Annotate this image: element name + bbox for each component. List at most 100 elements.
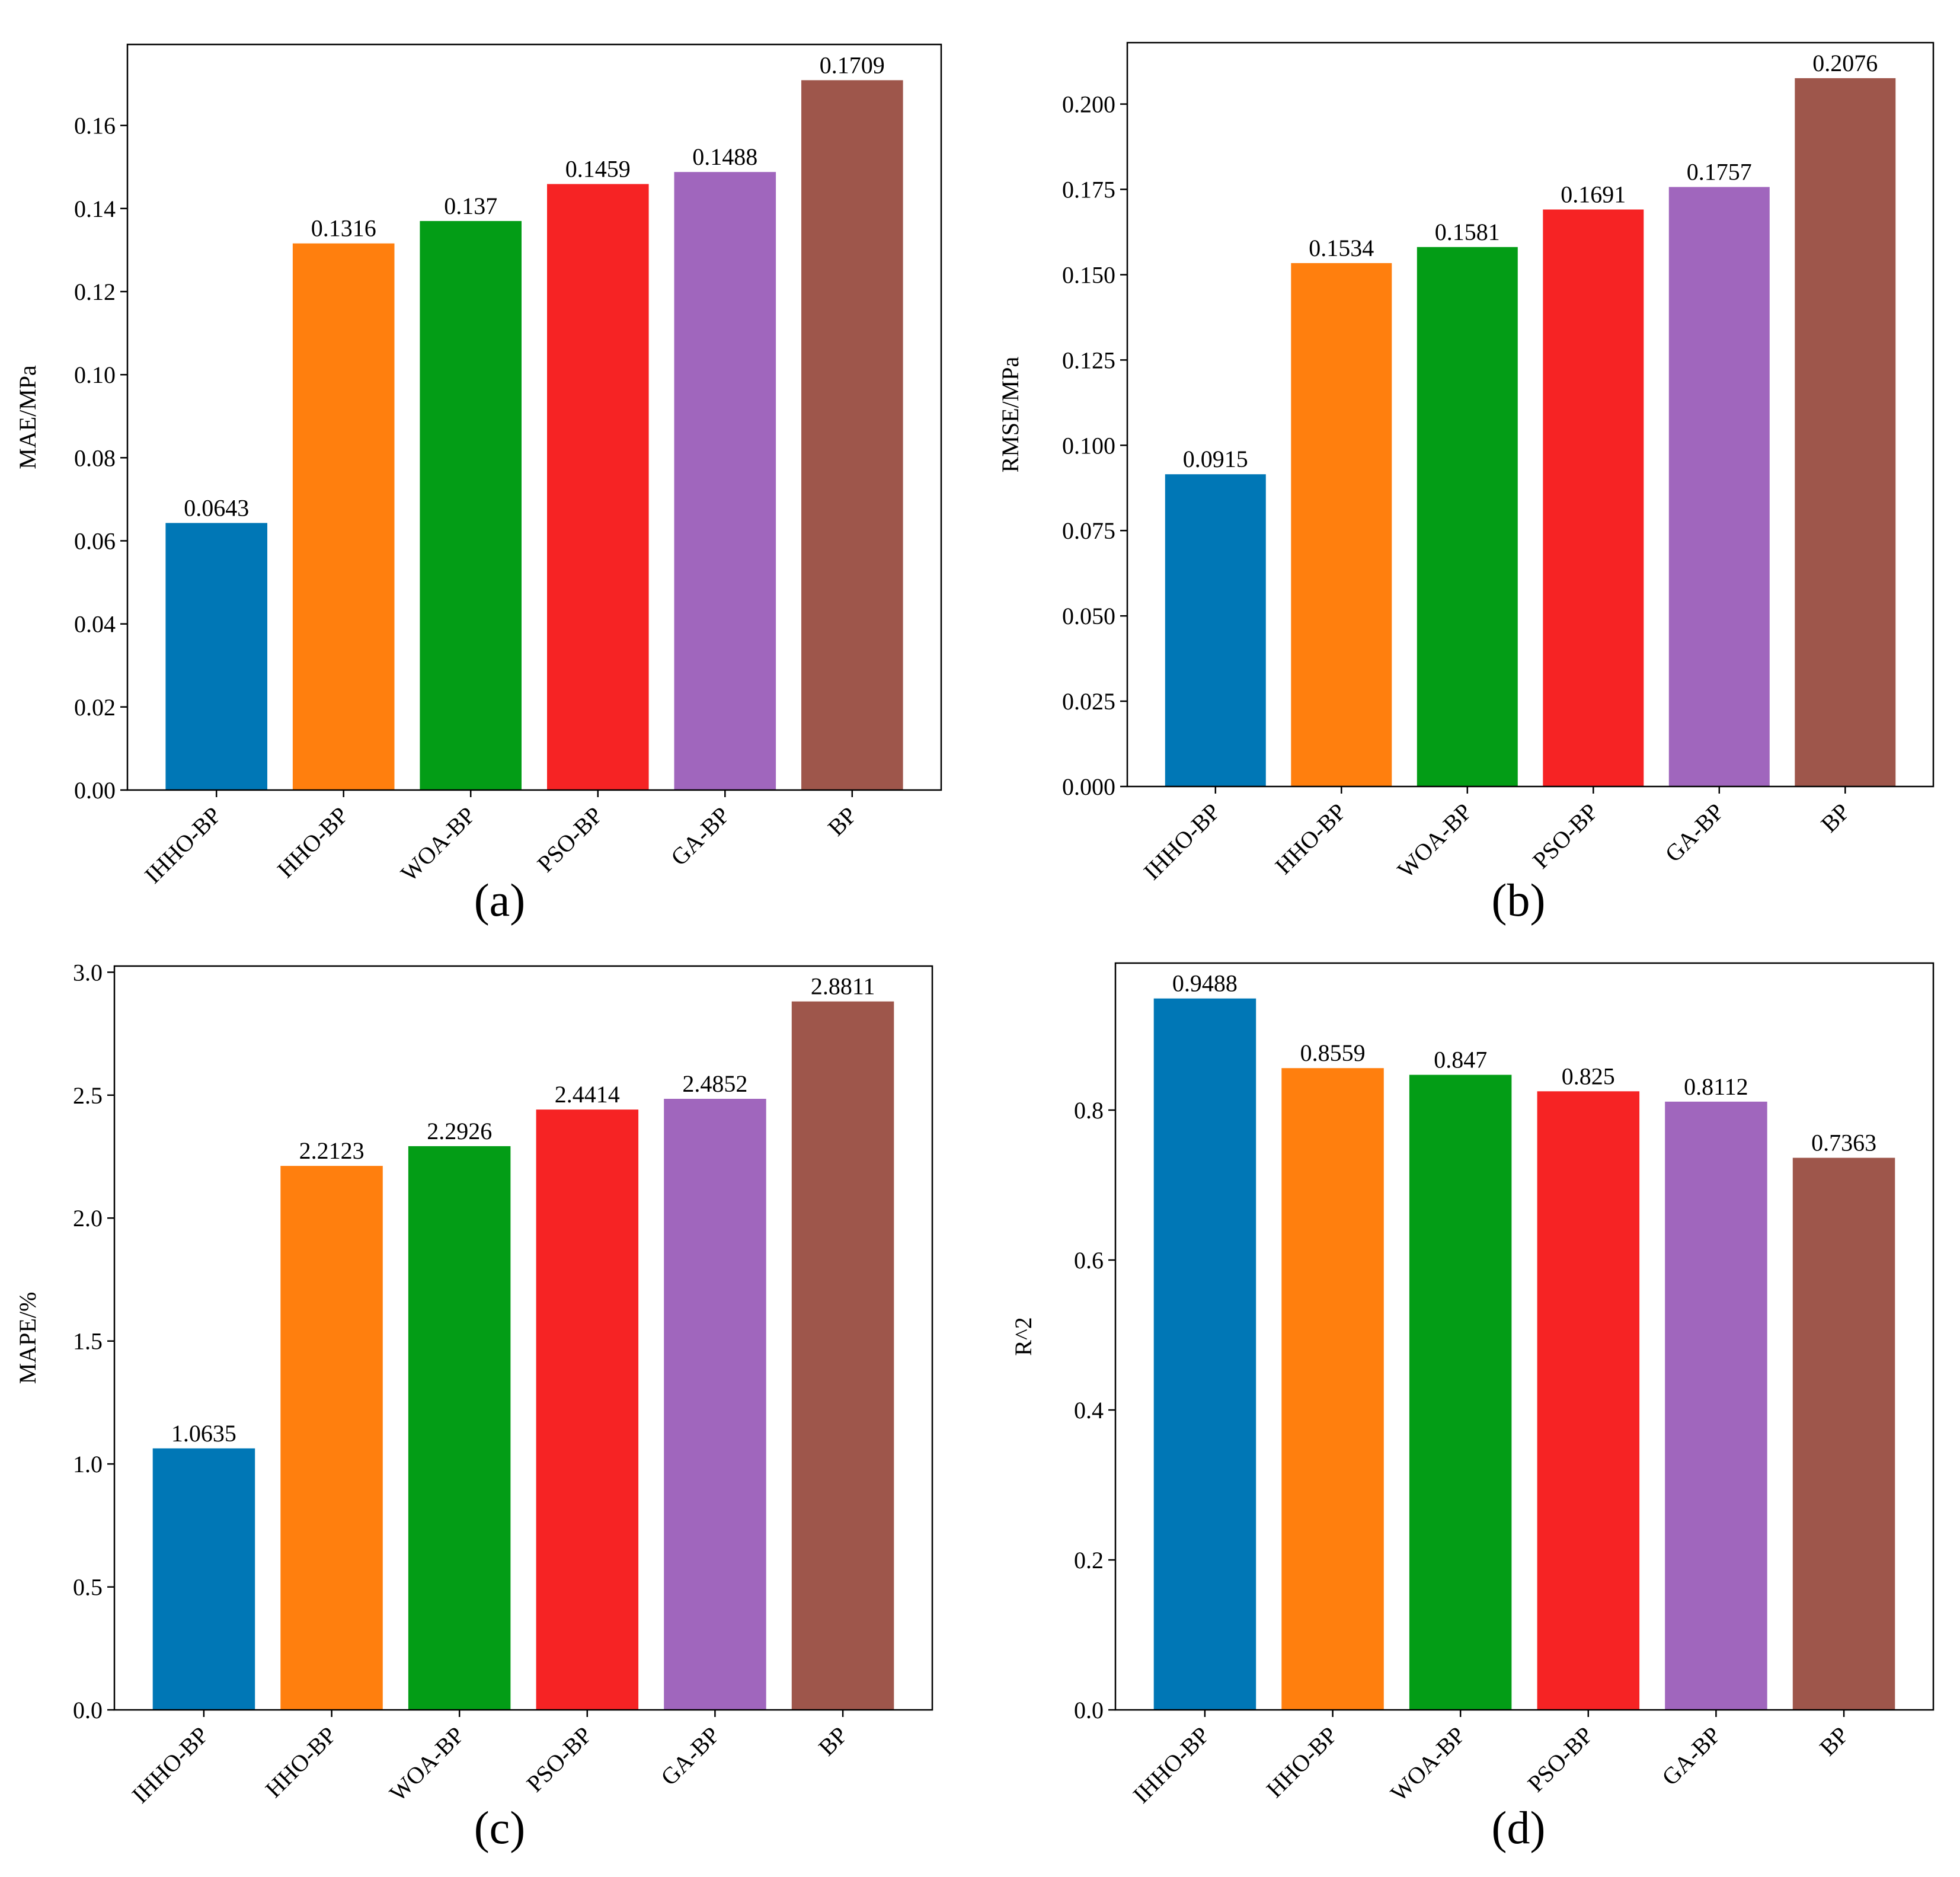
y-tick-label: 0.8 <box>1074 1097 1104 1124</box>
value-label: 1.0635 <box>171 1420 236 1447</box>
y-tick-label: 0.14 <box>74 196 116 222</box>
y-tick-label: 1.0 <box>73 1451 103 1478</box>
value-label: 0.9488 <box>1172 970 1238 997</box>
category-label: GA-BP <box>656 1722 725 1791</box>
value-label: 0.825 <box>1562 1063 1615 1089</box>
y-tick-label: 0.000 <box>1062 773 1115 800</box>
bar-bp <box>1795 78 1896 786</box>
y-axis-title: MAE/MPa <box>14 365 41 469</box>
bar-pso-bp <box>536 1109 639 1710</box>
bar-ihho-bp <box>1165 474 1266 786</box>
bar-ihho-bp <box>1153 998 1256 1710</box>
value-label: 0.1316 <box>311 215 376 242</box>
bar-ihho-bp <box>152 1448 255 1710</box>
y-tick-label: 0.00 <box>74 777 116 804</box>
y-tick-label: 0.12 <box>74 279 116 305</box>
bar-bp <box>801 80 903 790</box>
category-label: HHO-BP <box>1270 798 1351 880</box>
bar-woa-bp <box>1417 247 1518 786</box>
y-tick-label: 2.5 <box>73 1082 103 1109</box>
y-tick-label: 0.0 <box>73 1697 103 1723</box>
y-tick-label: 2.0 <box>73 1205 103 1232</box>
category-label: PSO-BP <box>521 1722 597 1798</box>
category-label: WOA-BP <box>395 802 480 887</box>
y-tick-label: 0.125 <box>1062 347 1115 373</box>
category-label: IHHO-BP <box>127 1722 214 1809</box>
plot-frame <box>113 965 933 1711</box>
category-label: GA-BP <box>666 802 735 871</box>
y-tick-label: 0.175 <box>1062 177 1115 203</box>
category-label: PSO-BP <box>1522 1722 1598 1798</box>
bar-woa-bp <box>420 220 522 790</box>
chart-panel-1: 0.0915 IHHO-BP 0.1534 HHO-BP 0.1581 WOA-BP 0.1… <box>997 41 1935 926</box>
y-tick-label: 0.04 <box>74 611 116 638</box>
plot-frame <box>126 43 942 791</box>
value-label: 0.137 <box>444 193 497 219</box>
category-label: IHHO-BP <box>1139 798 1226 885</box>
value-label: 2.4414 <box>555 1081 620 1108</box>
category-label: HHO-BP <box>272 802 353 883</box>
value-label: 0.0643 <box>184 494 249 521</box>
y-tick-label: 3.0 <box>73 959 103 986</box>
panel-label: (c) <box>474 1802 526 1853</box>
value-label: 2.2123 <box>299 1137 364 1164</box>
bar-pso-bp <box>547 184 649 790</box>
y-tick-label: 0.050 <box>1062 603 1115 629</box>
y-tick-label: 0.10 <box>74 362 116 388</box>
category-label: IHHO-BP <box>139 802 226 889</box>
value-label: 0.1459 <box>565 156 631 183</box>
panel-label: (b) <box>1492 874 1546 926</box>
value-label: 0.8559 <box>1300 1040 1366 1066</box>
bar-ga-bp <box>1665 1101 1767 1710</box>
y-tick-label: 0.5 <box>73 1574 103 1601</box>
value-label: 0.1488 <box>692 143 757 170</box>
y-axis-title: R^2 <box>1010 1317 1037 1355</box>
y-tick-label: 0.100 <box>1062 432 1115 459</box>
y-tick-label: 0.06 <box>74 528 116 555</box>
category-label: WOA-BP <box>1385 1722 1470 1806</box>
panel-label: (a) <box>474 874 526 926</box>
category-label: GA-BP <box>1657 1722 1726 1791</box>
bar-woa-bp <box>1409 1075 1512 1710</box>
bar-bp <box>791 1001 894 1710</box>
y-tick-label: 0.0 <box>1074 1697 1104 1723</box>
bar-hho-bp <box>280 1166 383 1710</box>
bar-hho-bp <box>292 243 395 790</box>
y-axis-title: MAPE/% <box>14 1292 41 1384</box>
value-label: 2.8811 <box>811 973 875 1000</box>
bar-woa-bp <box>408 1146 511 1710</box>
category-label: PSO-BP <box>1527 798 1603 874</box>
chart-panel-2: 1.0635 IHHO-BP 2.2123 HHO-BP 2.2926 WOA-BP 2.4… <box>14 959 933 1853</box>
value-label: 0.8112 <box>1684 1073 1748 1100</box>
bar-hho-bp <box>1291 263 1392 786</box>
bar-ga-bp <box>1668 187 1770 786</box>
bar-bp <box>1792 1157 1895 1710</box>
category-label: HHO-BP <box>1261 1722 1342 1803</box>
bar-ga-bp <box>674 172 776 791</box>
bar-ihho-bp <box>165 523 267 790</box>
category-label: GA-BP <box>1660 798 1729 868</box>
y-tick-label: 0.02 <box>74 694 116 721</box>
plot-frame <box>1114 962 1935 1711</box>
category-label: HHO-BP <box>260 1722 341 1803</box>
y-tick-label: 0.025 <box>1062 688 1115 715</box>
y-tick-label: 0.150 <box>1062 262 1115 289</box>
value-label: 0.847 <box>1434 1047 1487 1073</box>
value-label: 0.1709 <box>820 52 885 78</box>
category-label: BP <box>823 802 862 841</box>
bar-pso-bp <box>1543 209 1644 786</box>
category-label: WOA-BP <box>384 1722 469 1806</box>
y-tick-label: 0.16 <box>74 113 116 139</box>
category-label: IHHO-BP <box>1128 1722 1215 1809</box>
y-tick-label: 0.2 <box>1074 1547 1104 1574</box>
bar-pso-bp <box>1537 1091 1640 1710</box>
plot-frame <box>1126 41 1935 788</box>
panel-label: (d) <box>1492 1802 1546 1853</box>
chart-panel-3: 0.9488 IHHO-BP 0.8559 HHO-BP 0.847 WOA-BP 0.82… <box>1010 962 1935 1853</box>
y-tick-label: 1.5 <box>73 1328 103 1355</box>
category-label: WOA-BP <box>1392 798 1477 883</box>
bar-ga-bp <box>664 1099 766 1710</box>
value-label: 2.2926 <box>427 1118 492 1144</box>
value-label: 0.1757 <box>1687 159 1752 186</box>
